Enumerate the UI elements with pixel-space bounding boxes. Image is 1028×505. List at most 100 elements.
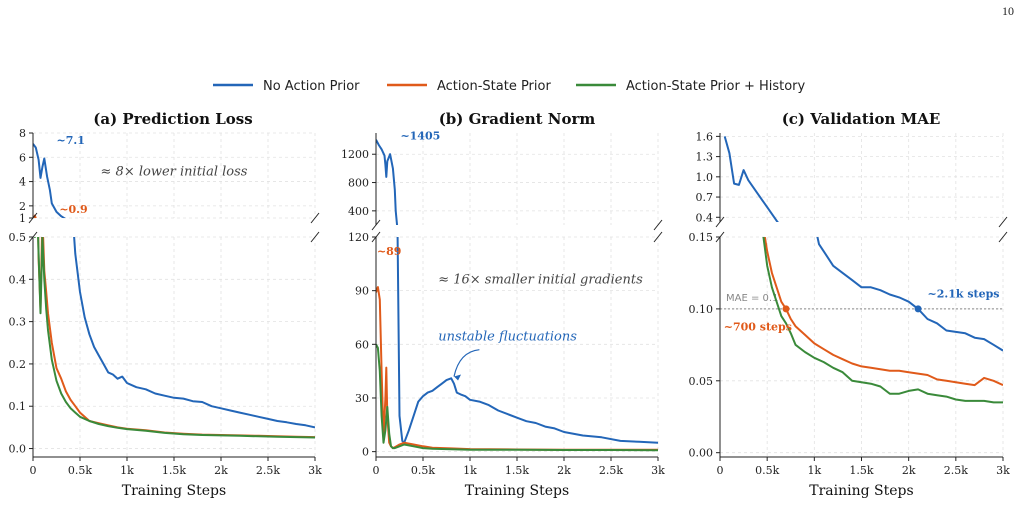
x-tick-label: 1.5k [505,464,529,477]
x-tick-label: 0 [30,464,37,477]
x-axis-label: Training Steps [122,483,226,499]
reference-label: MAE = 0.1 [726,293,778,304]
annotation: ~7.1 [57,134,85,147]
y-tick-label: 400 [348,205,369,218]
series-line-1-upper [33,143,66,218]
chart-title: (c) Validation MAE [782,110,941,128]
axis-break-mark [310,231,320,243]
x-tick-label: 2.5k [256,464,280,477]
y-tick-label: 1.6 [696,130,714,143]
y-tick-label: 1 [19,212,26,225]
x-tick-label: 1.5k [849,464,873,477]
page-number: 10 [1002,4,1014,18]
legend-label: Action-State Prior + History [626,79,806,94]
x-tick-label: 3k [996,464,1010,477]
y-tick-label: 6 [19,151,26,164]
x-tick-label: 0.5k [755,464,779,477]
series-line-1-upper [376,139,399,225]
x-tick-label: 2.5k [599,464,623,477]
legend-entry: Action-State Prior [387,79,551,94]
axis-break-mark [998,231,1008,243]
legend-label: Action-State Prior [437,79,551,94]
axis-break-mark [310,212,320,224]
y-tick-label: 0.05 [689,375,714,388]
axis-break-mark [653,231,663,243]
y-tick-label: 0.1 [9,400,27,413]
chart-panel-3: (c) Validation MAE MAE = 0.1 0.4 0.7 1.0 1.3 1… [689,110,1011,499]
series-line-3-lower [762,237,1003,404]
axis-break-mark [371,219,381,231]
x-tick-label: 3k [308,464,322,477]
legend-entry: No Action Prior [213,79,360,94]
annotation: ~89 [377,245,402,258]
x-tick-label: 2k [902,464,916,477]
x-tick-label: 2k [214,464,228,477]
series-line-1-lower [816,237,1003,352]
x-tick-label: 2k [557,464,571,477]
y-tick-label: 0.3 [9,316,27,329]
y-tick-label: 0.4 [696,211,714,224]
annotation: ~0.9 [59,203,87,216]
y-tick-label: 0 [362,446,369,459]
y-tick-label: 1.3 [696,151,714,164]
x-tick-label: 1.5k [162,464,186,477]
y-tick-label: 4 [19,176,26,189]
annotation: ~1405 [400,130,440,143]
x-tick-label: 2.5k [944,464,968,477]
y-tick-label: 2 [19,200,26,213]
x-tick-label: 1k [120,464,134,477]
y-tick-label: 0.15 [689,231,714,244]
series-line-3-lower [376,343,658,452]
x-tick-label: 0 [373,464,380,477]
series-line-1-lower [73,237,315,429]
x-tick-label: 0.5k [68,464,92,477]
y-tick-label: 1.0 [696,171,714,184]
legend-label: No Action Prior [263,79,360,94]
threshold-marker [914,305,922,313]
y-tick-label: 0.00 [689,447,714,460]
series-line-2-lower [763,237,1003,387]
x-tick-label: 3k [651,464,665,477]
y-tick-label: 0.5 [9,231,27,244]
y-tick-label: 0.4 [9,273,27,286]
chart-title: (a) Prediction Loss [93,110,252,128]
axis-break-mark [653,219,663,231]
annotation: unstable fluctuations [438,330,577,345]
annotation-arrowhead [454,374,462,381]
series-line-3-lower [33,237,315,439]
y-tick-label: 90 [355,285,369,298]
series-line-1-upper [723,136,779,222]
y-tick-label: 120 [348,231,369,244]
series-line-3-upper [763,234,1004,242]
x-tick-label: 1k [807,464,821,477]
x-tick-label: 0.5k [411,464,435,477]
y-tick-label: 0.0 [9,443,27,456]
annotation: ≈ 8× lower initial loss [101,165,248,180]
y-tick-label: 30 [355,392,369,405]
y-tick-label: 0.10 [689,303,714,316]
x-axis-label: Training Steps [809,483,913,499]
legend-entry: Action-State Prior + History [576,79,806,94]
y-tick-label: 8 [19,127,26,140]
x-tick-label: 1k [463,464,477,477]
axis-break-mark [715,216,725,228]
x-tick-label: 0 [717,464,724,477]
threshold-marker [782,305,790,313]
series-line-3-upper [33,223,315,230]
annotation: ~2.1k steps [928,287,1000,300]
annotation-arrow [453,349,480,377]
chart-panel-1: (a) Prediction Loss 12 4 6 8 0.0 0.1 0.2 0.3 0.4 0… [9,110,323,499]
annotation: ~700 steps [724,320,792,333]
axis-break-mark [998,216,1008,228]
y-tick-label: 800 [348,177,369,190]
y-tick-label: 0.7 [696,191,714,204]
y-tick-label: 0.2 [9,358,27,371]
annotation: ≈ 16× smaller initial gradients [438,273,643,288]
series-line-1-lower [396,237,658,444]
chart-title: (b) Gradient Norm [439,110,596,128]
x-axis-label: Training Steps [465,483,569,499]
y-tick-label: 1200 [341,148,369,161]
y-tick-label: 60 [355,338,369,351]
